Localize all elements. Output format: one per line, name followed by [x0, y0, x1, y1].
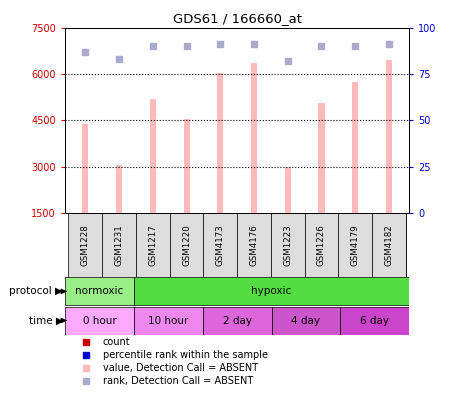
Text: 4 day: 4 day [292, 316, 320, 326]
Text: protocol ▶: protocol ▶ [9, 286, 63, 296]
Text: GSM1223: GSM1223 [283, 224, 292, 266]
Text: GSM4182: GSM4182 [385, 224, 393, 266]
Bar [372, 213, 406, 277]
Bar [102, 213, 136, 277]
Text: 6 day: 6 day [360, 316, 389, 326]
Bar [305, 213, 339, 277]
Bar [65, 307, 134, 335]
Bar [271, 213, 305, 277]
Text: GSM1226: GSM1226 [317, 224, 326, 266]
Bar [170, 213, 203, 277]
Bar [203, 213, 237, 277]
Bar [339, 213, 372, 277]
Text: rank, Detection Call = ABSENT: rank, Detection Call = ABSENT [103, 377, 253, 386]
Point [115, 56, 123, 63]
Bar [134, 307, 203, 335]
Bar [237, 213, 271, 277]
Point [217, 41, 224, 48]
Text: count: count [103, 337, 131, 347]
Text: GSM4173: GSM4173 [216, 224, 225, 266]
Point [149, 43, 157, 50]
Bar [203, 307, 272, 335]
Point [318, 43, 325, 50]
Bar [340, 307, 409, 335]
Point [82, 339, 89, 345]
Point [183, 43, 190, 50]
Text: GSM4176: GSM4176 [250, 224, 259, 266]
Text: 0 hour: 0 hour [83, 316, 116, 326]
Bar [68, 213, 102, 277]
Bar [150, 99, 156, 213]
Text: hypoxic: hypoxic [252, 286, 292, 296]
Text: GSM1217: GSM1217 [148, 224, 157, 266]
Point [385, 41, 392, 48]
Bar [217, 72, 223, 213]
Bar [352, 82, 358, 213]
Title: GDS61 / 166660_at: GDS61 / 166660_at [173, 12, 302, 25]
Text: 10 hour: 10 hour [148, 316, 188, 326]
Point [82, 352, 89, 358]
Text: time ▶: time ▶ [28, 316, 63, 326]
Text: GSM1220: GSM1220 [182, 224, 191, 266]
Bar [184, 119, 190, 213]
Text: value, Detection Call = ABSENT: value, Detection Call = ABSENT [103, 363, 258, 373]
Text: GSM1231: GSM1231 [114, 224, 124, 266]
Bar [65, 277, 134, 305]
Point [82, 365, 89, 371]
Bar [319, 103, 325, 213]
Bar [251, 63, 257, 213]
Point [82, 49, 89, 55]
Text: GSM4179: GSM4179 [351, 224, 360, 266]
Bar [136, 213, 170, 277]
Bar [386, 60, 392, 213]
Text: 2 day: 2 day [223, 316, 252, 326]
Text: percentile rank within the sample: percentile rank within the sample [103, 350, 268, 360]
Point [352, 43, 359, 50]
Text: normoxic: normoxic [75, 286, 124, 296]
Point [250, 41, 258, 48]
Text: GSM1228: GSM1228 [81, 224, 90, 266]
Bar [285, 167, 291, 213]
Point [82, 378, 89, 385]
Bar [272, 307, 340, 335]
Bar [134, 277, 409, 305]
Bar [82, 124, 88, 213]
Bar [116, 165, 122, 213]
Point [284, 58, 292, 64]
